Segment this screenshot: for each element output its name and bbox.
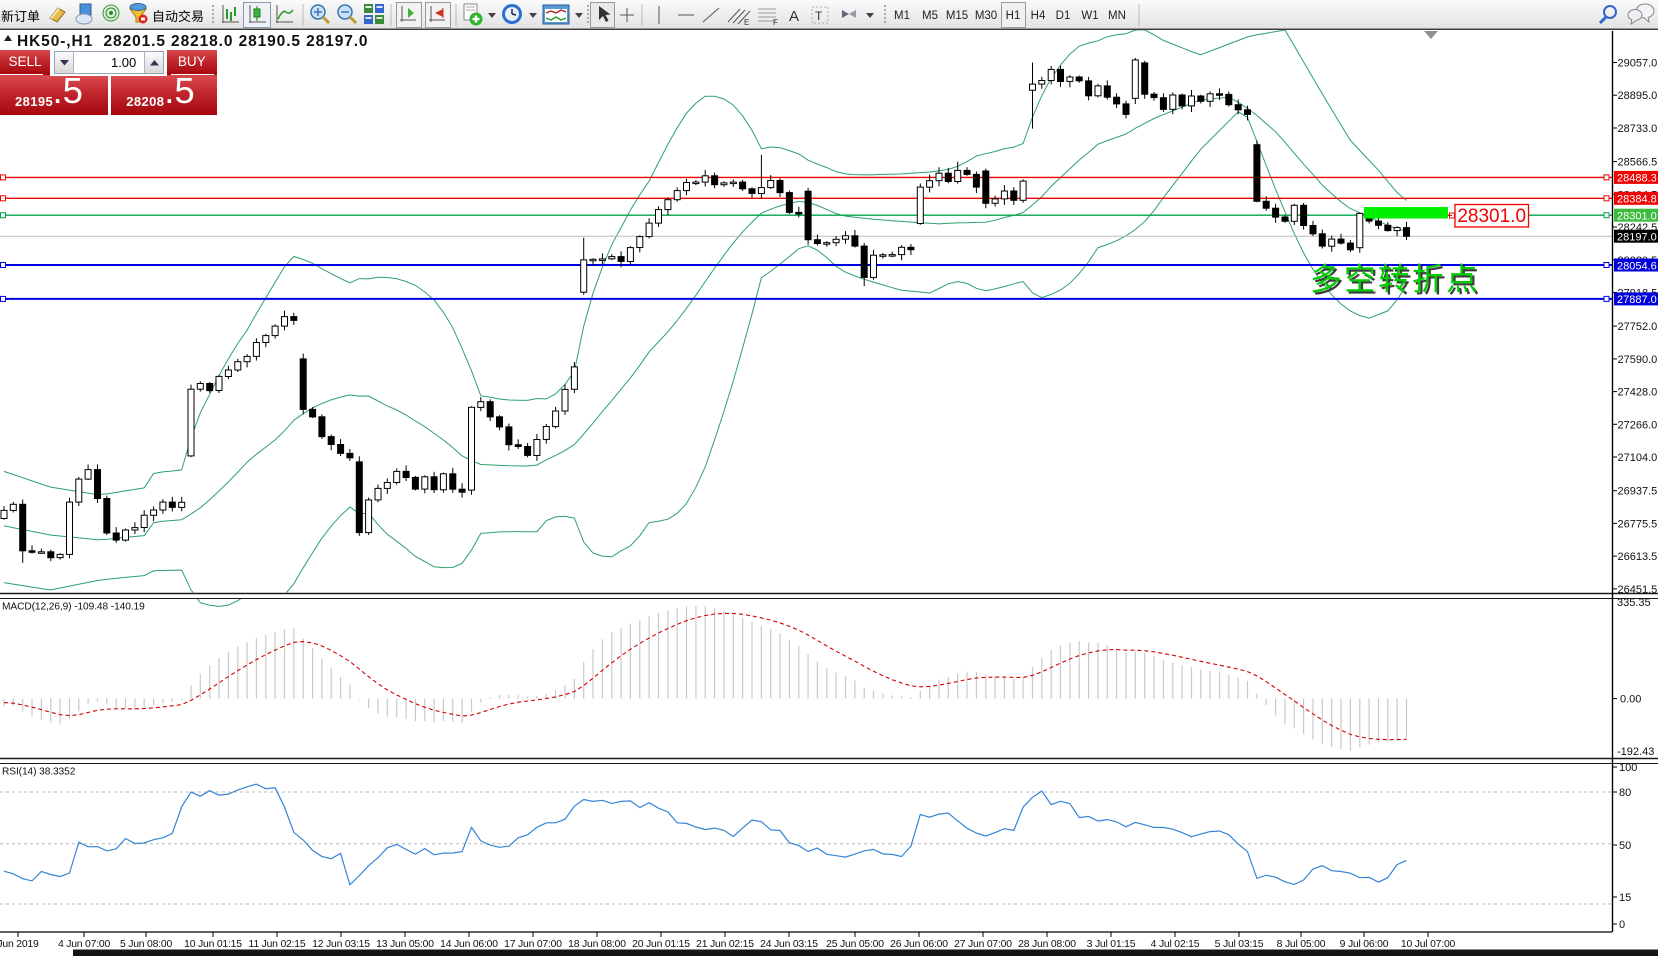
svg-text:27428.0: 27428.0 — [1618, 387, 1658, 399]
svg-text:27 Jun 07:00: 27 Jun 07:00 — [954, 939, 1012, 950]
svg-text:26 Jun 06:00: 26 Jun 06:00 — [890, 939, 948, 950]
svg-text:335.35: 335.35 — [1617, 597, 1651, 609]
svg-text:26937.5: 26937.5 — [1618, 486, 1658, 498]
svg-text:24 Jun 03:15: 24 Jun 03:15 — [760, 939, 818, 950]
svg-text:27752.0: 27752.0 — [1618, 321, 1658, 333]
svg-text:5 Jun 08:00: 5 Jun 08:00 — [120, 939, 173, 950]
svg-text:28566.5: 28566.5 — [1618, 157, 1658, 169]
svg-text:28733.0: 28733.0 — [1618, 123, 1658, 135]
svg-text:14 Jun 06:00: 14 Jun 06:00 — [440, 939, 498, 950]
svg-text:M15: M15 — [946, 10, 968, 22]
svg-text:D1: D1 — [1056, 10, 1071, 22]
svg-text:20 Jun 01:15: 20 Jun 01:15 — [632, 939, 690, 950]
svg-text:28301.0: 28301.0 — [1617, 211, 1657, 223]
svg-text:15: 15 — [1619, 892, 1631, 904]
svg-text:Jun 2019: Jun 2019 — [0, 939, 39, 950]
svg-text:A: A — [789, 8, 799, 25]
svg-text:M1: M1 — [894, 10, 910, 22]
svg-text:F: F — [773, 18, 778, 27]
svg-text:0.00: 0.00 — [1620, 694, 1641, 706]
svg-text:27104.0: 27104.0 — [1618, 452, 1658, 464]
svg-text:-192.43: -192.43 — [1617, 746, 1654, 758]
svg-text:12 Jun 03:15: 12 Jun 03:15 — [312, 939, 370, 950]
svg-text:100: 100 — [1619, 762, 1637, 774]
svg-text:26775.5: 26775.5 — [1618, 518, 1658, 530]
svg-text:11 Jun 02:15: 11 Jun 02:15 — [249, 939, 306, 950]
svg-text:5 Jul 03:15: 5 Jul 03:15 — [1215, 939, 1264, 950]
svg-text:4 Jun 07:00: 4 Jun 07:00 — [58, 939, 111, 950]
svg-text:HK50-,H1 28201.5 28218.0 2819: HK50-,H1 28201.5 28218.0 28190.5 28197.0 — [17, 33, 368, 50]
svg-text:27590.0: 27590.0 — [1618, 354, 1658, 366]
svg-text:W1: W1 — [1081, 10, 1098, 22]
svg-text:25 Jun 05:00: 25 Jun 05:00 — [826, 939, 884, 950]
svg-text:9 Jul 06:00: 9 Jul 06:00 — [1340, 939, 1389, 950]
svg-text:50: 50 — [1619, 840, 1631, 852]
svg-text:28054.6: 28054.6 — [1617, 260, 1657, 272]
svg-text:10 Jul 07:00: 10 Jul 07:00 — [1401, 939, 1456, 950]
svg-text:8 Jul 05:00: 8 Jul 05:00 — [1277, 939, 1326, 950]
svg-text:H1: H1 — [1006, 10, 1021, 22]
svg-text:26451.5: 26451.5 — [1618, 584, 1658, 596]
svg-text:27266.0: 27266.0 — [1618, 419, 1658, 431]
svg-text:28197.0: 28197.0 — [1617, 232, 1657, 244]
svg-text:28895.0: 28895.0 — [1618, 90, 1658, 102]
svg-text:M30: M30 — [975, 10, 997, 22]
svg-text:3 Jul 01:15: 3 Jul 01:15 — [1087, 939, 1136, 950]
svg-text:18 Jun 08:00: 18 Jun 08:00 — [568, 939, 626, 950]
svg-text:29057.0: 29057.0 — [1618, 58, 1658, 70]
svg-text:26613.5: 26613.5 — [1618, 551, 1658, 563]
svg-text:E: E — [744, 18, 749, 27]
svg-text:MN: MN — [1108, 10, 1126, 22]
svg-text:H4: H4 — [1031, 10, 1046, 22]
svg-text:4 Jul 02:15: 4 Jul 02:15 — [1151, 939, 1200, 950]
svg-text:MACD(12,26,9) -109.48 -140.19: MACD(12,26,9) -109.48 -140.19 — [2, 602, 145, 613]
svg-text:21 Jun 02:15: 21 Jun 02:15 — [696, 939, 754, 950]
svg-text:28 Jun 08:00: 28 Jun 08:00 — [1018, 939, 1076, 950]
svg-text:17 Jun 07:00: 17 Jun 07:00 — [504, 939, 562, 950]
svg-text:0: 0 — [1619, 919, 1625, 931]
svg-text:80: 80 — [1619, 787, 1631, 799]
svg-text:M5: M5 — [922, 10, 938, 22]
svg-text:RSI(14) 38.3352: RSI(14) 38.3352 — [2, 767, 76, 778]
svg-text:13 Jun 05:00: 13 Jun 05:00 — [376, 939, 434, 950]
svg-text:28384.8: 28384.8 — [1617, 194, 1657, 206]
svg-text:10 Jun 01:15: 10 Jun 01:15 — [184, 939, 242, 950]
svg-text:28301.0: 28301.0 — [1457, 206, 1526, 227]
svg-text:27887.0: 27887.0 — [1617, 294, 1657, 306]
svg-text:28488.3: 28488.3 — [1617, 173, 1657, 185]
svg-text:T: T — [815, 9, 823, 23]
